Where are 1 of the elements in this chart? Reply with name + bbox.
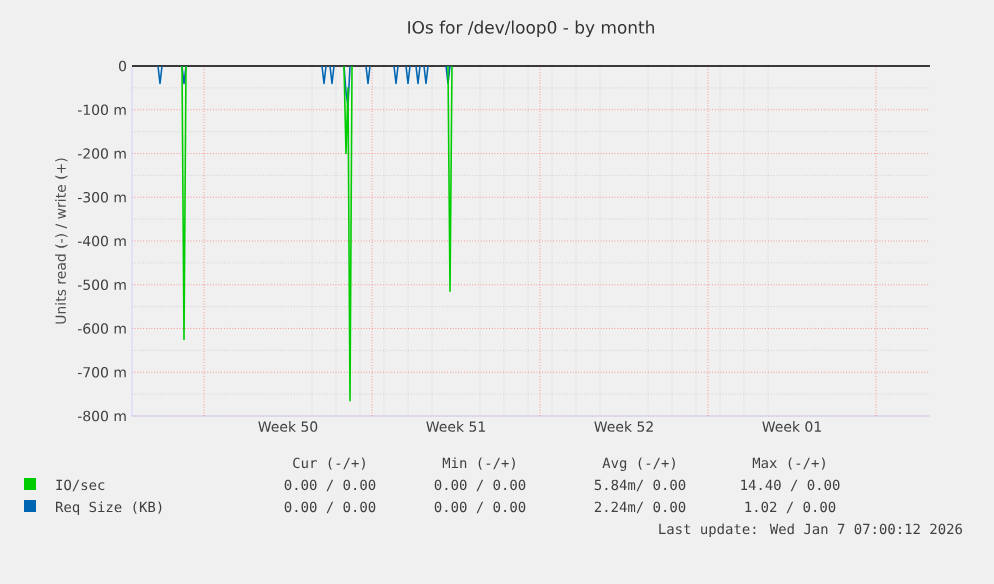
chart-title: IOs for /dev/loop0 - by month [408,20,654,38]
